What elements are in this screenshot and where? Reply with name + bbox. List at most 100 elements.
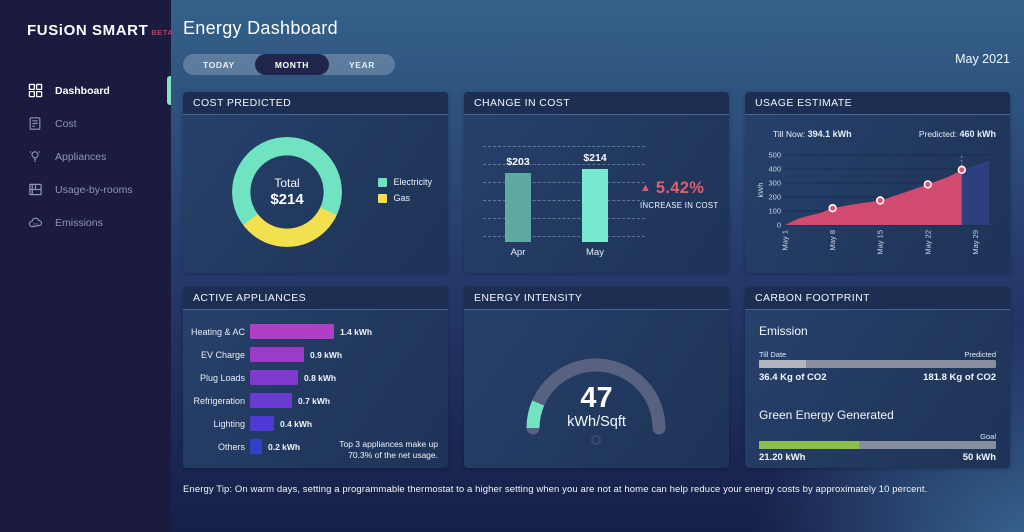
bar-category-label: Apr: [510, 247, 526, 258]
gauge-knob: [591, 435, 601, 445]
delta-note: INCREASE IN COST: [640, 201, 719, 210]
appliance-label: Refrigeration: [193, 395, 245, 406]
tab-year[interactable]: YEAR: [349, 59, 376, 70]
appliance-row: Plug Loads 0.8 kWh: [183, 366, 448, 389]
emission-right-value: 181.8 Kg of CO2: [923, 372, 996, 383]
data-point-marker: [957, 165, 967, 175]
cost-icon: [27, 116, 43, 132]
card-title: CHANGE IN COST: [464, 92, 729, 115]
tab-today[interactable]: TODAY: [203, 59, 235, 70]
sidebar-item-dashboard[interactable]: Dashboard: [0, 74, 171, 107]
card-title: COST PREDICTED: [183, 92, 448, 115]
predicted-label: Predicted: 460 kWh: [918, 129, 996, 139]
y-tick-label: 400: [768, 165, 781, 174]
app-logo: FUSiON SMART BETA: [0, 0, 173, 40]
appliances-bar-chart: Heating & AC 1.4 kWh EV Charge 0.9 kWh Plug …: [183, 320, 448, 458]
data-point-marker: [923, 180, 933, 189]
emission-heading: Emission: [759, 324, 808, 338]
donut-total-value: $214: [270, 191, 304, 208]
green-progress-bar: [759, 441, 996, 449]
green-progress-fill: [759, 441, 860, 449]
bar-value-label: $203: [506, 156, 530, 168]
bar-category-label: May: [586, 247, 604, 258]
x-tick-label: May 1: [781, 230, 790, 250]
gas-swatch: [378, 193, 388, 203]
appliance-bar: [250, 416, 274, 431]
appliance-bar: [250, 324, 334, 339]
emission-left-label: Till Date: [759, 350, 787, 359]
emissions-icon: CO₂: [27, 215, 43, 231]
appliance-label: Plug Loads: [199, 372, 245, 383]
till-now-value: 394.1 kWh: [807, 129, 852, 139]
svg-text:CO₂: CO₂: [32, 222, 39, 226]
appliance-value: 0.7 kWh: [298, 395, 331, 406]
card-carbon-footprint: CARBON FOOTPRINT Emission Till Date Pred…: [745, 287, 1010, 468]
legend-label: Electricity: [393, 177, 432, 187]
card-cost-predicted: COST PREDICTED Total $214 Electricity: [183, 92, 448, 273]
emission-left-value: 36.4 Kg of CO2: [759, 372, 827, 383]
appliance-value: 0.4 kWh: [280, 418, 313, 429]
sidebar-item-label: Appliances: [55, 150, 107, 163]
appliance-value: 0.8 kWh: [304, 372, 337, 383]
sidebar-item-label: Cost: [55, 117, 77, 130]
card-title: CARBON FOOTPRINT: [745, 287, 1010, 310]
card-usage-estimate: USAGE ESTIMATE Till Now: 394.1 kWh Predi…: [745, 92, 1010, 273]
predicted-value: 460 kWh: [959, 129, 996, 139]
green-energy-heading: Green Energy Generated: [759, 408, 894, 422]
appliances-icon: [27, 149, 43, 165]
cost-donut-chart: Total $214: [232, 137, 342, 247]
cost-bar-apr: [505, 173, 531, 242]
appliance-value: 0.2 kWh: [268, 441, 301, 452]
delta-percent: 5.42%: [655, 179, 705, 197]
appliance-bar: [250, 439, 262, 454]
tab-month[interactable]: MONTH: [254, 54, 329, 75]
increase-triangle-icon: ▲: [640, 182, 651, 194]
emission-right-label: Predicted: [964, 350, 996, 359]
dashboard-icon: [27, 83, 43, 99]
intensity-value: 47: [580, 382, 613, 414]
dashed-gridline: [483, 200, 645, 201]
y-tick-label: 300: [768, 179, 781, 188]
donut-ring: [232, 137, 342, 247]
data-point-marker: [875, 196, 885, 205]
period-label: May 2021: [955, 52, 1010, 66]
bar-value-label: $214: [583, 152, 607, 164]
x-tick-label: May 29: [971, 230, 980, 255]
appliances-note: Top 3 appliances make up 70.3% of the ne…: [339, 438, 438, 460]
x-tick-label: May 22: [923, 230, 932, 255]
y-tick-label: 500: [768, 151, 781, 160]
dashed-gridline: [483, 146, 645, 147]
appliance-row: Lighting 0.4 kWh: [183, 412, 448, 435]
sidebar-item-appliances[interactable]: Appliances: [0, 140, 171, 173]
dashed-gridline: [483, 164, 645, 165]
sidebar-item-label: Dashboard: [55, 84, 110, 97]
predicted-area: [961, 160, 989, 225]
appliance-label: Heating & AC: [190, 326, 245, 337]
sidebar-item-label: Emissions: [55, 216, 103, 229]
sidebar-item-label: Usage-by-rooms: [55, 183, 133, 196]
sidebar-item-usage-by-rooms[interactable]: Usage-by-rooms: [0, 173, 171, 206]
energy-tip: Energy Tip: On warm days, setting a prog…: [183, 484, 928, 495]
cost-bar-chart: $203 Apr $214 May: [464, 115, 664, 272]
usage-by-rooms-icon: [27, 182, 43, 198]
appliance-label: Others: [217, 441, 245, 452]
gauge-track: [526, 358, 666, 435]
appliance-bar: [250, 370, 298, 385]
appliance-label: EV Charge: [200, 349, 245, 360]
x-tick-label: May 8: [828, 230, 837, 250]
x-tick-label: May 15: [876, 230, 885, 255]
app-logo-text: FUSiON SMART: [27, 22, 149, 39]
appliance-value: 1.4 kWh: [340, 326, 373, 337]
sidebar-item-cost[interactable]: Cost: [0, 107, 171, 140]
donut-total-label: Total: [274, 176, 300, 190]
sidebar-item-emissions[interactable]: CO₂ Emissions: [0, 206, 171, 239]
till-now-label: Till Now: 394.1 kWh: [773, 129, 852, 139]
usage-area-chart: 0 100 200 300 400 500 kWh May 1 May 8 May 15 May 2…: [756, 151, 989, 255]
page-title: Energy Dashboard: [183, 18, 338, 38]
electricity-swatch: [378, 177, 388, 187]
appliance-row: Refrigeration 0.7 kWh: [183, 389, 448, 412]
donut-center-label: Total $214: [232, 137, 342, 247]
green-right-value: 50 kWh: [962, 452, 996, 463]
appliance-row: Others 0.2 kWh: [183, 435, 448, 458]
dashed-gridline: [483, 182, 645, 183]
